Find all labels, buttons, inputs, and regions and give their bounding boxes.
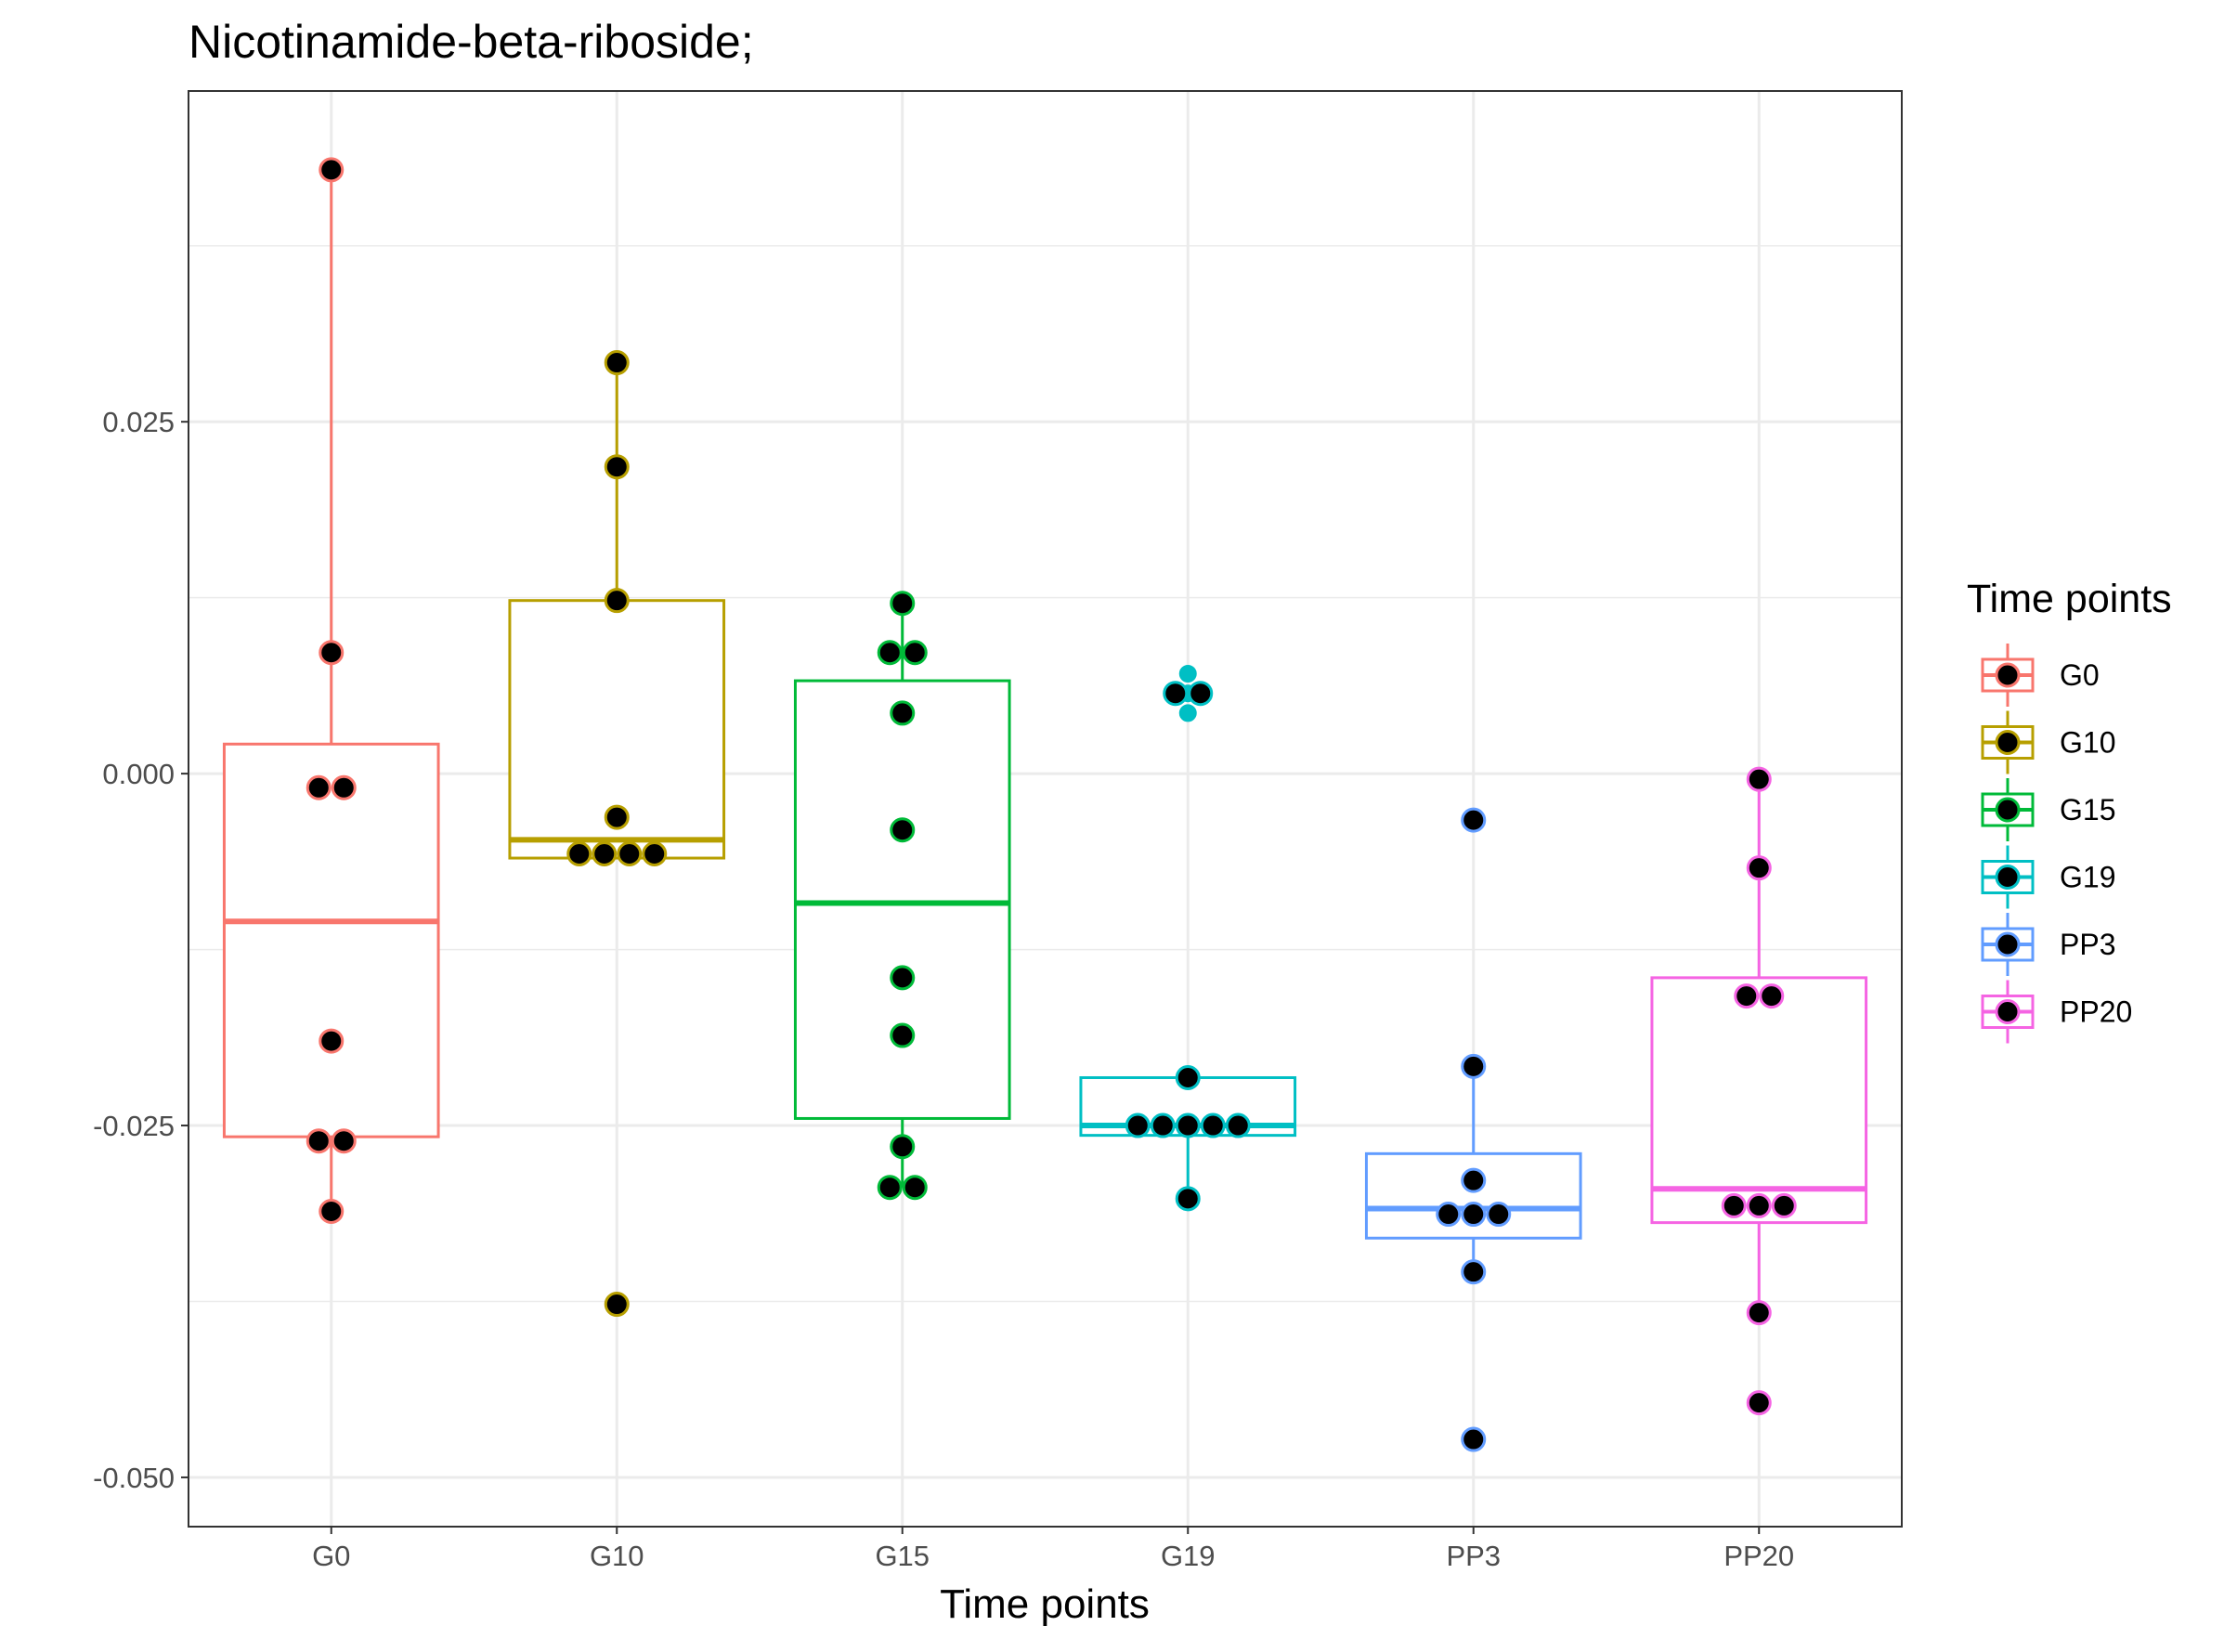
data-point [877, 640, 903, 666]
x-tick-label: PP3 [1446, 1540, 1501, 1572]
data-point [604, 588, 630, 614]
data-point [1746, 1300, 1772, 1326]
point-layer [306, 157, 1797, 1452]
x-tick-label: G0 [312, 1540, 350, 1572]
legend-item-g15: G15 [1981, 778, 2115, 841]
legend: Time points G0 G10 G15 G19 PP3 PP20 [1967, 577, 2172, 1044]
legend-item-pp3: PP3 [1981, 913, 2115, 976]
box-G0 [222, 742, 440, 1138]
axes: 0.025 0.000 -0.025 -0.050 G0 G10 G15 G19 PP3 PP20 [93, 406, 1794, 1572]
data-point [1771, 1192, 1797, 1218]
data-point [319, 1198, 345, 1224]
grid-lines [189, 91, 1902, 1527]
y-tick-label: 0.000 [102, 758, 175, 790]
box-G15 [793, 679, 1011, 1120]
chart-title: Nicotinamide-beta-riboside; [189, 16, 754, 68]
data-point [1150, 1112, 1176, 1138]
data-point [1486, 1202, 1512, 1228]
data-point [306, 774, 332, 800]
outlier-point [1178, 664, 1197, 683]
legend-title: Time points [1967, 577, 2172, 621]
data-point [1461, 1053, 1487, 1079]
x-tick-label: G19 [1161, 1540, 1216, 1572]
data-point [890, 1134, 916, 1160]
data-point [890, 817, 916, 843]
data-point [890, 1022, 916, 1048]
data-point [604, 350, 630, 376]
y-tick-label: -0.050 [93, 1462, 175, 1494]
x-tick-label: G10 [590, 1540, 644, 1572]
legend-key-point [1995, 865, 2021, 890]
legend-key-point [1995, 999, 2021, 1024]
data-point [1125, 1112, 1151, 1138]
data-point [331, 774, 357, 800]
data-point [306, 1128, 332, 1154]
legend-label: PP20 [2060, 995, 2132, 1029]
legend-item-g0: G0 [1981, 644, 2100, 707]
legend-label: G15 [2060, 793, 2115, 826]
data-point [1746, 855, 1772, 881]
x-tick-label: PP20 [1723, 1540, 1794, 1572]
legend-label: PP3 [2060, 928, 2115, 961]
legend-key-point [1995, 662, 2021, 688]
legend-item-g19: G19 [1981, 845, 2115, 909]
data-point [1461, 1259, 1487, 1285]
legend-key-point [1995, 931, 2021, 957]
data-point [902, 1175, 928, 1201]
box-layer [222, 169, 1868, 1313]
legend-key-point [1995, 797, 2021, 823]
panel-border [188, 90, 1903, 1528]
data-point [1746, 1192, 1772, 1218]
data-point [1759, 983, 1785, 1009]
data-point [1734, 983, 1760, 1009]
data-point [1461, 1202, 1487, 1228]
data-point [1461, 807, 1487, 833]
data-point [617, 841, 643, 867]
data-point [890, 700, 916, 726]
data-point [604, 1292, 630, 1318]
box-PP20 [1650, 976, 1868, 1225]
legend-label: G0 [2060, 658, 2100, 692]
legend-label: G10 [2060, 726, 2115, 760]
legend-key-point [1995, 730, 2021, 755]
data-point [1175, 1186, 1201, 1212]
data-point [1163, 681, 1189, 707]
data-point [566, 841, 592, 867]
data-point [592, 841, 618, 867]
data-point [1200, 1112, 1226, 1138]
data-point [331, 1128, 357, 1154]
data-point [1721, 1192, 1747, 1218]
data-point [1436, 1202, 1462, 1228]
outlier-point [1178, 704, 1197, 722]
data-point [1461, 1167, 1487, 1193]
y-tick-label: -0.025 [93, 1110, 175, 1142]
x-axis-title: Time points [940, 1581, 1150, 1627]
data-point [642, 841, 668, 867]
legend-item-g10: G10 [1981, 710, 2115, 774]
data-point [1461, 1426, 1487, 1452]
legend-label: G19 [2060, 861, 2115, 894]
legend-item-pp20: PP20 [1981, 980, 2132, 1044]
data-point [890, 965, 916, 991]
data-point [604, 454, 630, 480]
data-point [319, 157, 345, 183]
data-point [1188, 681, 1214, 707]
data-point [604, 804, 630, 830]
data-point [890, 591, 916, 617]
data-point [877, 1175, 903, 1201]
data-point [1175, 1064, 1201, 1090]
data-point [1746, 1390, 1772, 1416]
data-point [1746, 766, 1772, 792]
x-tick-label: G15 [875, 1540, 930, 1572]
data-point [1225, 1112, 1251, 1138]
y-tick-label: 0.025 [102, 406, 175, 438]
data-point [1175, 1112, 1201, 1138]
data-point [319, 640, 345, 666]
data-point [319, 1028, 345, 1054]
data-point [902, 640, 928, 666]
